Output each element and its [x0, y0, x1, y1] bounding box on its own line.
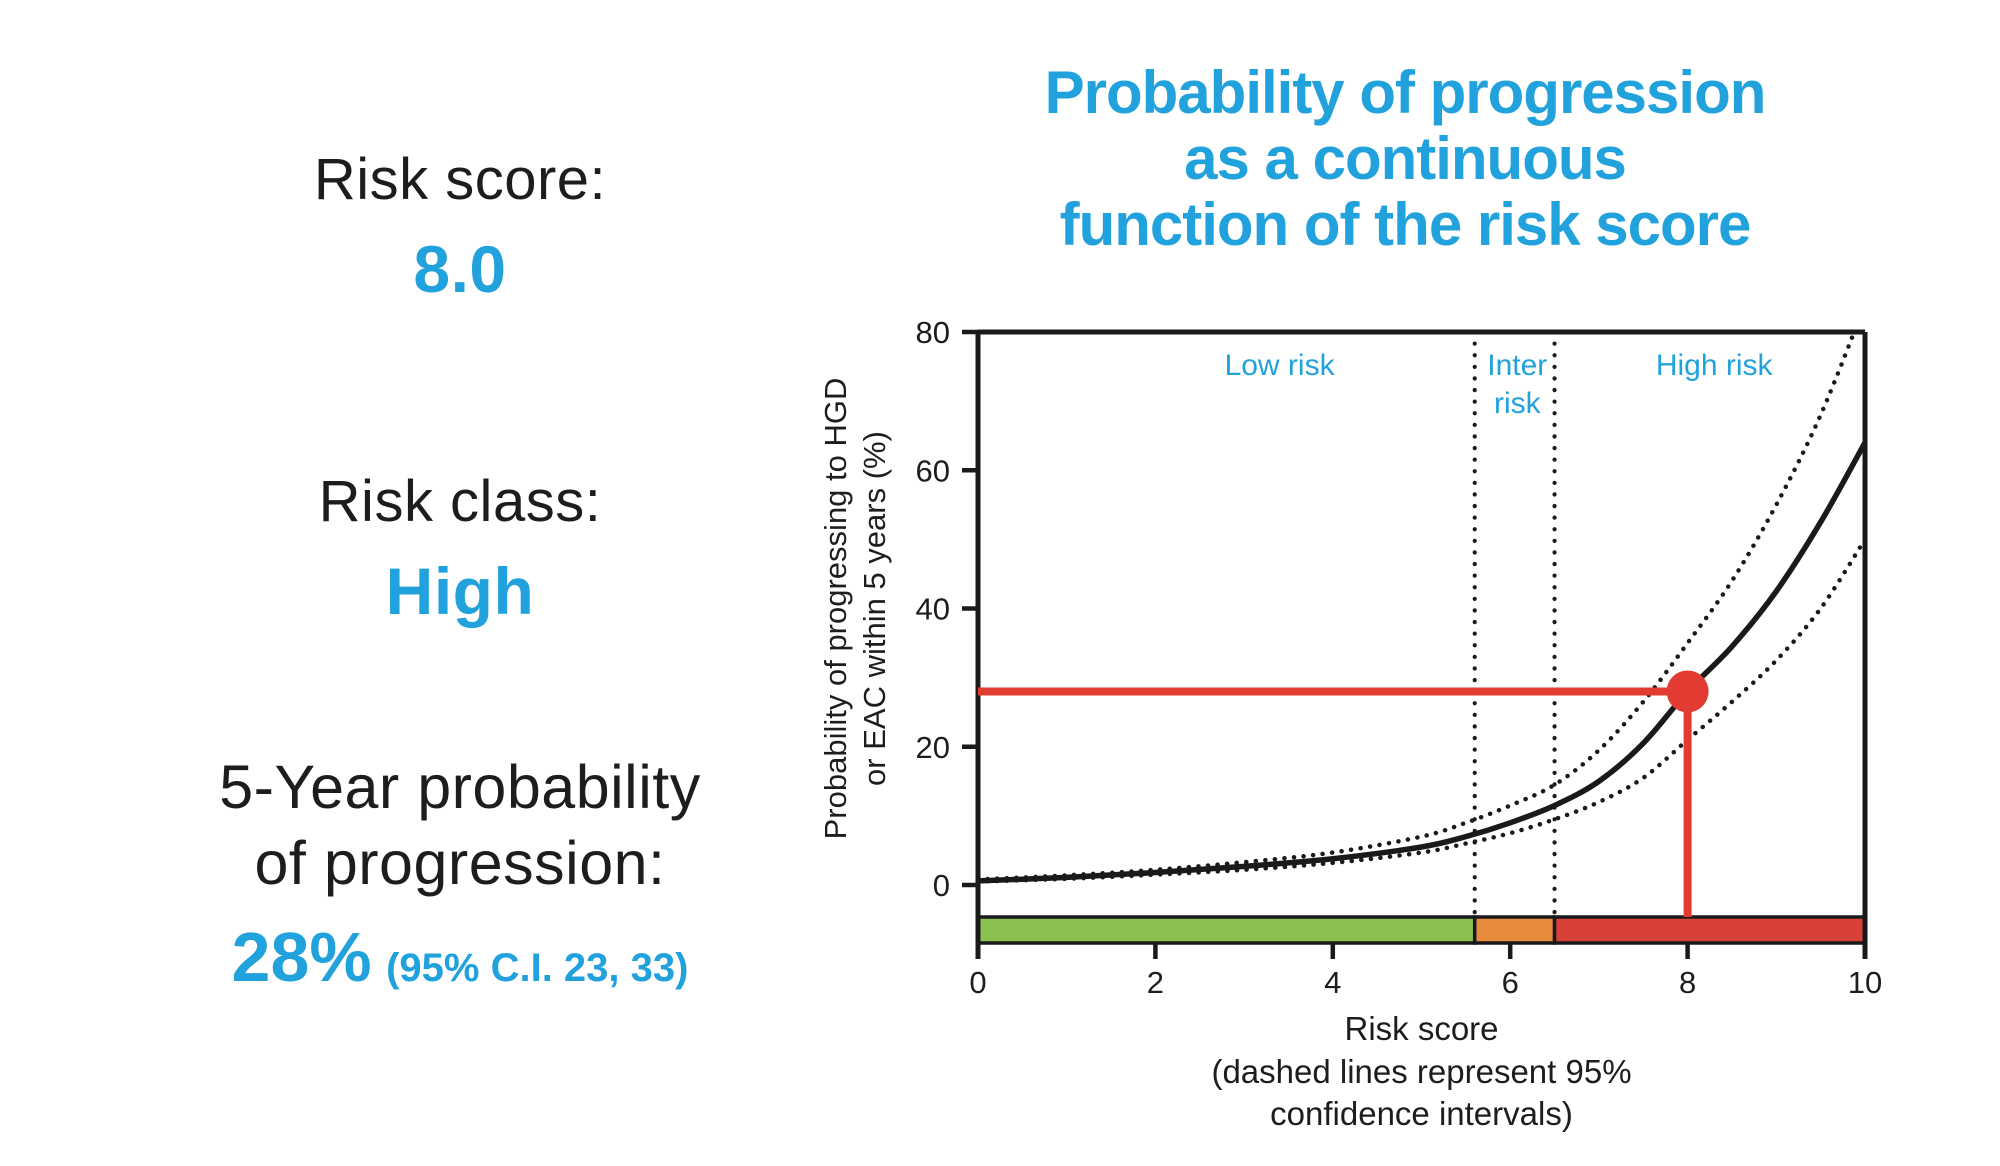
confidence-curve [978, 537, 1865, 884]
probability-value-line: 28% (95% C.I. 23, 33) [40, 917, 880, 997]
risk-class-block: Risk class: High [150, 468, 770, 629]
risk-chart: 0 20 40 60 80 0 2 4 6 8 10 Risk score (dashed lines … [818, 315, 1883, 1132]
svg-text:4: 4 [1324, 965, 1341, 1000]
curves [978, 332, 1865, 884]
axes-frame: 0 20 40 60 80 0 2 4 6 8 10 [916, 315, 1883, 1000]
svg-text:40: 40 [916, 592, 950, 627]
chart-title-line1: Probability of progression [1044, 59, 1767, 126]
svg-text:(dashed lines represent 95%: (dashed lines represent 95% [1211, 1053, 1631, 1090]
svg-text:Inter: Inter [1487, 349, 1547, 382]
svg-text:Probability of progressing to: Probability of progressing to HGD [818, 378, 853, 840]
risk-score-block: Risk score: 8.0 [150, 146, 770, 307]
probability-label-line1: 5-Year probability [219, 753, 701, 821]
svg-text:High risk: High risk [1656, 349, 1774, 382]
probability-block: 5-Year probability of progression: 28% (… [40, 750, 880, 997]
estimate-curve [978, 441, 1865, 884]
risk-class-label: Risk class: [318, 469, 602, 534]
svg-text:Risk score: Risk score [1344, 1010, 1498, 1047]
probability-label: 5-Year probability of progression: [40, 750, 880, 901]
svg-text:2: 2 [1147, 965, 1164, 1000]
svg-text:8: 8 [1679, 965, 1696, 1000]
svg-text:risk: risk [1494, 387, 1542, 420]
risk-zone-labels: Low risk Inter risk High risk [1225, 349, 1774, 420]
chart-title-line3: function of the risk score [1059, 191, 1752, 258]
svg-text:0: 0 [933, 868, 950, 903]
chart-title-line2: as a continuous [1184, 125, 1627, 192]
svg-text:or EAC within 5 years (%): or EAC within 5 years (%) [857, 431, 892, 786]
confidence-curve [978, 332, 1857, 882]
axis-labels: Risk score (dashed lines represent 95% con… [818, 378, 1632, 1132]
chart-title: Probability of progression as a continuo… [810, 60, 2000, 258]
svg-text:confidence intervals): confidence intervals) [1270, 1095, 1573, 1132]
svg-text:Low risk: Low risk [1225, 349, 1336, 382]
svg-text:10: 10 [1848, 965, 1882, 1000]
svg-text:80: 80 [916, 315, 950, 350]
svg-text:0: 0 [969, 965, 986, 1000]
probability-label-line2: of progression: [254, 828, 666, 897]
probability-ci: (95% C.I. 23, 33) [386, 946, 689, 991]
risk-zone-bar [976, 915, 1867, 945]
svg-text:6: 6 [1502, 965, 1519, 1000]
risk-threshold-lines [1472, 329, 1557, 920]
svg-text:20: 20 [916, 730, 950, 765]
risk-score-label: Risk score: [313, 147, 607, 212]
marker-crosshair [978, 670, 1709, 917]
probability-value: 28% [231, 918, 372, 997]
risk-class-value: High [385, 554, 535, 629]
risk-point-marker [1666, 670, 1709, 713]
svg-text:60: 60 [916, 453, 950, 488]
risk-score-value: 8.0 [413, 232, 507, 307]
